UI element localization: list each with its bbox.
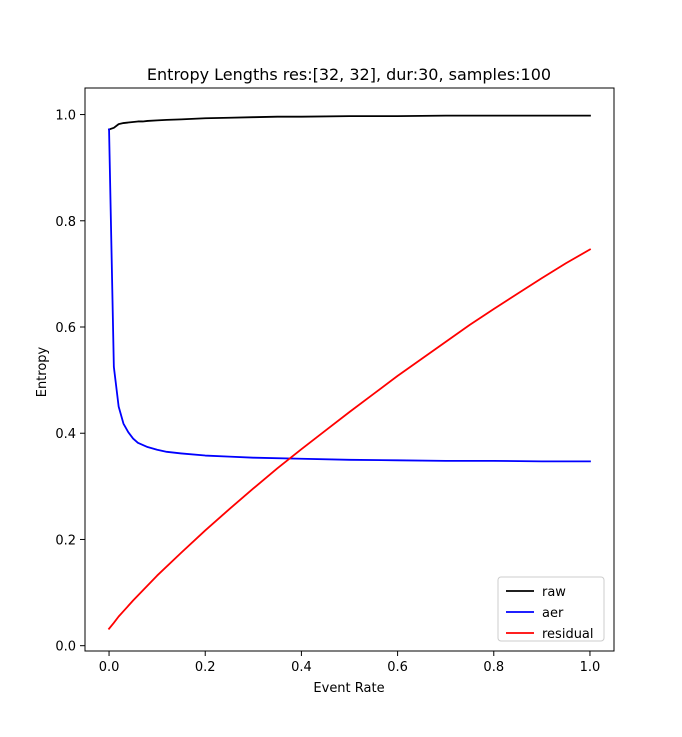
- x-tick-label: 0.0: [99, 660, 120, 675]
- x-tick-label: 0.6: [387, 660, 408, 675]
- y-tick-label: 0.2: [55, 533, 76, 548]
- legend-label-aer: aer: [542, 606, 564, 621]
- plot-frame: [84, 87, 615, 652]
- series-line-residual: [107, 248, 592, 630]
- x-tick-label: 1.0: [580, 660, 601, 675]
- series-line-aer: [108, 128, 591, 463]
- x-axis-label: Event Rate: [313, 681, 384, 696]
- legend-box: [497, 576, 605, 642]
- y-tick-label: 0.0: [55, 640, 76, 655]
- series-line-raw: [107, 114, 591, 131]
- plot-area: [107, 114, 592, 630]
- y-axis-label: Entropy: [35, 346, 50, 397]
- y-tick-label: 0.4: [55, 427, 76, 442]
- axes: 0.0 0.2 0.4 0.6 0.8 1.0 0.0 0.2 0.4 0.6 0.8 1.0: [55, 87, 615, 675]
- y-tick-label: 1.0: [55, 109, 76, 124]
- y-tick-label: 0.6: [55, 321, 76, 336]
- chart-title: Entropy Lengths res:[32, 32], dur:30, sa…: [147, 65, 551, 84]
- x-tick-label: 0.4: [291, 660, 312, 675]
- x-tick-label: 0.2: [195, 660, 216, 675]
- legend-label-residual: residual: [542, 627, 594, 642]
- legend: raw aer residual: [497, 576, 605, 642]
- y-tick-label: 0.8: [55, 215, 76, 230]
- x-tick-label: 0.8: [483, 660, 504, 675]
- legend-label-raw: raw: [542, 585, 566, 600]
